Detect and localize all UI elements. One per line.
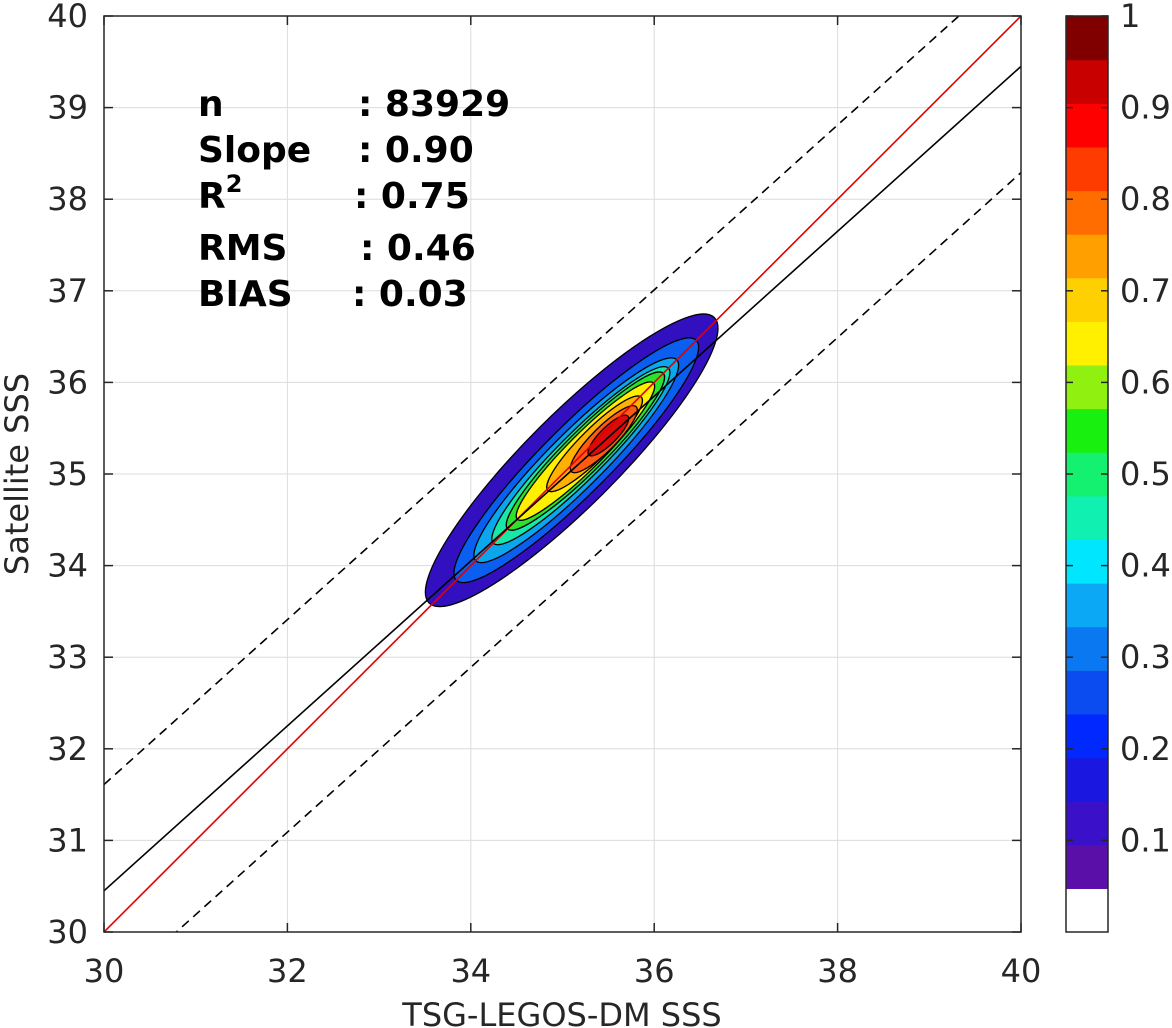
y-tick-label: 40 <box>47 0 88 35</box>
line-fit-plus <box>104 16 961 786</box>
colorbar-tick-label: 0.5 <box>1120 455 1171 493</box>
colorbar: 0.1 0.2 0.3 0.4 0.5 0.6 0.7 0.8 0.9 1 <box>1065 0 1171 933</box>
colorbar-band <box>1066 801 1108 846</box>
stats-box: n : 83929 Slope : 0.90 R2 : 0.75 RMS : 0.46 BIAS… <box>198 84 510 315</box>
x-tick-label: 34 <box>450 952 491 990</box>
stat-label: RMS <box>198 228 287 269</box>
x-tick-label: 30 <box>84 952 125 990</box>
y-tick-label: 37 <box>47 272 88 310</box>
stat-value: : 0.03 <box>352 274 468 315</box>
colorbar-band <box>1066 408 1108 453</box>
stat-value: : 0.46 <box>360 228 476 269</box>
y-tick-label: 39 <box>47 89 88 127</box>
axes: 30 32 34 36 38 40 30 31 32 33 34 35 36 37 38 39 40 <box>47 0 1041 990</box>
y-tick-label: 38 <box>47 180 88 218</box>
colorbar-tick-label: 0.3 <box>1120 638 1171 676</box>
y-tick-label: 33 <box>47 638 88 676</box>
colorbar-band <box>1066 364 1108 410</box>
x-axis-label: TSG-LEGOS-DM SSS <box>401 996 721 1028</box>
colorbar-band <box>1066 321 1108 366</box>
stat-label: R2 <box>198 170 242 217</box>
y-axis-label: Satellite SSS <box>0 373 36 575</box>
y-tick-label: 30 <box>47 913 88 951</box>
colorbar-band <box>1066 103 1108 148</box>
colorbar-band <box>1066 670 1108 715</box>
colorbar-band <box>1066 277 1108 322</box>
colorbar-band <box>1066 888 1108 933</box>
colorbar-band <box>1066 626 1108 671</box>
colorbar-band <box>1066 757 1108 802</box>
stat-label: n <box>198 84 224 125</box>
y-tick-label: 36 <box>47 363 88 401</box>
colorbar-tick-label: 1 <box>1120 0 1140 35</box>
colorbar-band <box>1066 190 1108 235</box>
x-tick-label: 32 <box>267 952 308 990</box>
colorbar-band <box>1066 583 1108 628</box>
line-fit <box>104 65 1021 892</box>
line-identity <box>104 16 1021 932</box>
colorbar-tick-label: 0.6 <box>1120 363 1171 401</box>
colorbar-band <box>1066 146 1108 192</box>
y-tick-label: 34 <box>47 547 88 585</box>
stat-label: BIAS <box>198 274 293 315</box>
colorbar-band <box>1066 495 1108 541</box>
stat-value: : 83929 <box>358 84 510 125</box>
colorbar-band <box>1066 234 1108 279</box>
x-tick-label: 38 <box>817 952 858 990</box>
regression-lines <box>104 16 1021 932</box>
colorbar-tick-label: 0.8 <box>1120 180 1171 218</box>
y-tick-label: 31 <box>47 821 88 859</box>
colorbar-band <box>1066 844 1108 889</box>
colorbar-tick-label: 0.2 <box>1120 730 1171 768</box>
y-tick-label: 35 <box>47 455 88 493</box>
colorbar-tick-label: 0.9 <box>1120 89 1171 127</box>
x-tick-label: 36 <box>634 952 675 990</box>
stat-label: Slope <box>198 130 311 171</box>
colorbar-band <box>1066 59 1108 104</box>
colorbar-tick-label: 0.4 <box>1120 547 1171 585</box>
colorbar-band <box>1066 16 1108 61</box>
colorbar-tick-label: 0.1 <box>1120 821 1171 859</box>
colorbar-tick-label: 0.7 <box>1120 272 1171 310</box>
line-fit-minus <box>175 172 1021 932</box>
stat-value: : 0.75 <box>354 176 470 217</box>
colorbar-band <box>1066 539 1108 584</box>
stat-value: : 0.90 <box>358 130 474 171</box>
colorbar-band <box>1066 713 1108 759</box>
grid <box>103 15 1022 933</box>
x-tick-label: 40 <box>1001 952 1042 990</box>
y-tick-label: 32 <box>47 730 88 768</box>
